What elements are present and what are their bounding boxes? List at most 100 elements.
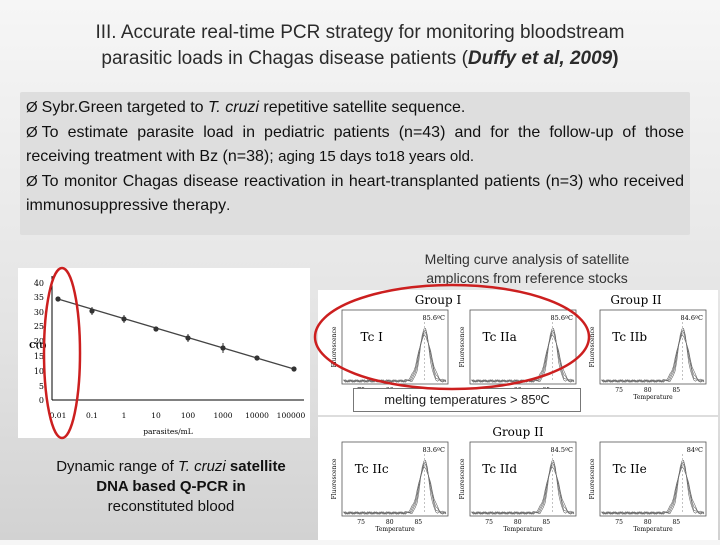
y-tick: 5 (39, 382, 44, 391)
x-tick: 100 (181, 411, 196, 420)
melt-temp-label: 85.6ºC (422, 314, 445, 322)
std-curve-caption: Dynamic range of T. cruzi satellite DNA … (36, 457, 306, 517)
melt-temp-label: 85.6ºC (550, 314, 573, 322)
arrow-icon: Ø (26, 99, 38, 116)
melt-curve-trace (601, 466, 705, 515)
x-tick: 100000 (277, 411, 306, 420)
melt-x-tick: 80 (644, 519, 652, 526)
melt-curve-trace (601, 334, 705, 383)
melt-y-label: Fluorescence (589, 326, 596, 367)
melt-temp-label: 84.5ºC (550, 446, 573, 454)
melt-plot-frame (341, 441, 449, 517)
melt-y-label: Fluorescence (459, 458, 466, 499)
melt-x-label: Temperature (633, 394, 673, 401)
melting-caption: Melting curve analysis of satellite ampl… (392, 250, 662, 288)
melt-y-label: Fluorescence (459, 326, 466, 367)
group-2-label-top: Group II (610, 293, 662, 307)
bullet-1: Ø Sybr.Green targeted to T. cruzi repetit… (26, 96, 684, 121)
melt-x-label: Temperature (375, 526, 415, 533)
melt-panel-name: Tc I (361, 330, 384, 344)
melt-panel-name: Tc IIa (483, 330, 517, 344)
melting-curve-svg: Group I Group II Group II Fluorescence 75… (318, 293, 718, 533)
bullet-list: Ø Sybr.Green targeted to T. cruzi repetit… (20, 92, 690, 235)
melt-plot-frame (599, 441, 707, 517)
melting-temp-note: melting temperatures > 85ºC (353, 388, 581, 412)
error-bars (91, 307, 224, 353)
melt-curve-trace (471, 466, 575, 515)
melting-caption-line-2: amplicons from reference stocks (426, 270, 628, 286)
melt-x-tick: 75 (615, 519, 623, 526)
melt-panel-name: Tc IIc (355, 462, 389, 476)
std-curve-caption-line-3: reconstituted blood (107, 498, 235, 515)
bullet-2: Ø To estimate parasite load in pediatric … (26, 121, 684, 170)
y-tick-labels: 0 5 10 15 20 25 30 35 40 (34, 279, 44, 405)
bullet-1-text-end: repetitive satellite sequence. (258, 99, 466, 116)
melt-temp-label: 84ºC (687, 446, 703, 454)
x-tick: 1000 (213, 411, 232, 420)
melt-x-tick: 75 (485, 519, 493, 526)
x-tick: 10000 (245, 411, 269, 420)
caption-bold: satellite (225, 458, 286, 475)
data-point (55, 296, 61, 302)
data-point (153, 326, 159, 332)
melt-panel-name: Tc IIe (613, 462, 647, 476)
y-tick: 40 (34, 279, 44, 288)
x-tick: 0.1 (86, 411, 98, 420)
melt-curve-trace (343, 466, 447, 515)
caption-species: T. cruzi (177, 458, 226, 475)
y-axis-label: C(t) (29, 340, 47, 350)
melt-x-tick: 85 (672, 519, 680, 526)
melting-caption-line-1: Melting curve analysis of satellite (424, 251, 630, 267)
melt-y-label: Fluorescence (331, 326, 338, 367)
melt-y-label: Fluorescence (589, 458, 596, 499)
arrow-icon: Ø (26, 123, 38, 141)
x-tick: 10 (151, 411, 161, 420)
standard-curve-svg: 0 5 10 15 20 25 30 35 40 C(t) 0.01 0.1 1… (29, 276, 306, 436)
melt-x-tick: 80 (644, 387, 652, 394)
melt-x-label: Temperature (633, 526, 673, 533)
title-paren: ) (612, 48, 619, 69)
x-tick: 0.01 (50, 411, 67, 420)
melt-x-tick: 75 (615, 387, 623, 394)
y-tick: 20 (34, 337, 44, 346)
caption-text: Dynamic range of (56, 458, 178, 475)
bullet-3-period: . (226, 197, 231, 214)
melt-x-tick: 80 (514, 519, 522, 526)
slide-title: III. Accurate real-time PCR strategy for… (20, 20, 700, 72)
data-point (254, 355, 260, 361)
title-line-2-text: parasitic loads in Chagas disease patien… (101, 48, 468, 69)
bullet-2-text: To estimate parasite load in pediatric p… (26, 123, 684, 166)
melt-plot-frame (599, 309, 707, 385)
bullet-2-age-range: aging 15 days to18 years old. (278, 148, 475, 165)
y-tick: 25 (34, 322, 44, 331)
bullet-3-text: To monitor Chagas disease reactivation i… (26, 172, 684, 215)
group-1-label: Group I (415, 293, 462, 307)
melt-x-tick: 80 (386, 519, 394, 526)
melt-x-tick: 85 (672, 387, 680, 394)
melt-x-tick: 75 (357, 519, 365, 526)
melt-x-tick: 85 (414, 519, 422, 526)
std-curve-caption-line-1: Dynamic range of T. cruzi satellite (36, 457, 306, 477)
y-tick: 15 (34, 352, 44, 361)
bullet-1-text: Sybr.Green targeted to (41, 99, 208, 116)
group-2-label-bottom: Group II (492, 425, 544, 439)
melt-panel-name: Tc IIb (612, 330, 647, 344)
melt-temp-label: 84.6ºC (680, 314, 703, 322)
standard-curve-chart: 0 5 10 15 20 25 30 35 40 C(t) 0.01 0.1 1… (18, 268, 310, 438)
citation: Duffy et al, 2009 (467, 48, 613, 69)
std-curve-caption-line-2: DNA based Q-PCR in (36, 477, 306, 497)
x-tick-labels: 0.01 0.1 1 10 100 1000 10000 100000 (50, 411, 306, 420)
title-line-1: III. Accurate real-time PCR strategy for… (95, 22, 625, 43)
y-tick: 35 (34, 293, 44, 302)
title-line-2: parasitic loads in Chagas disease patien… (20, 46, 700, 72)
arrow-icon: Ø (26, 172, 38, 190)
melt-y-label: Fluorescence (331, 458, 338, 499)
data-point (291, 366, 297, 372)
caption-line-2: DNA based Q-PCR in (96, 478, 246, 495)
melt-panel-name: Tc IId (482, 462, 517, 476)
x-axis-label: parasites/mL (143, 427, 193, 436)
